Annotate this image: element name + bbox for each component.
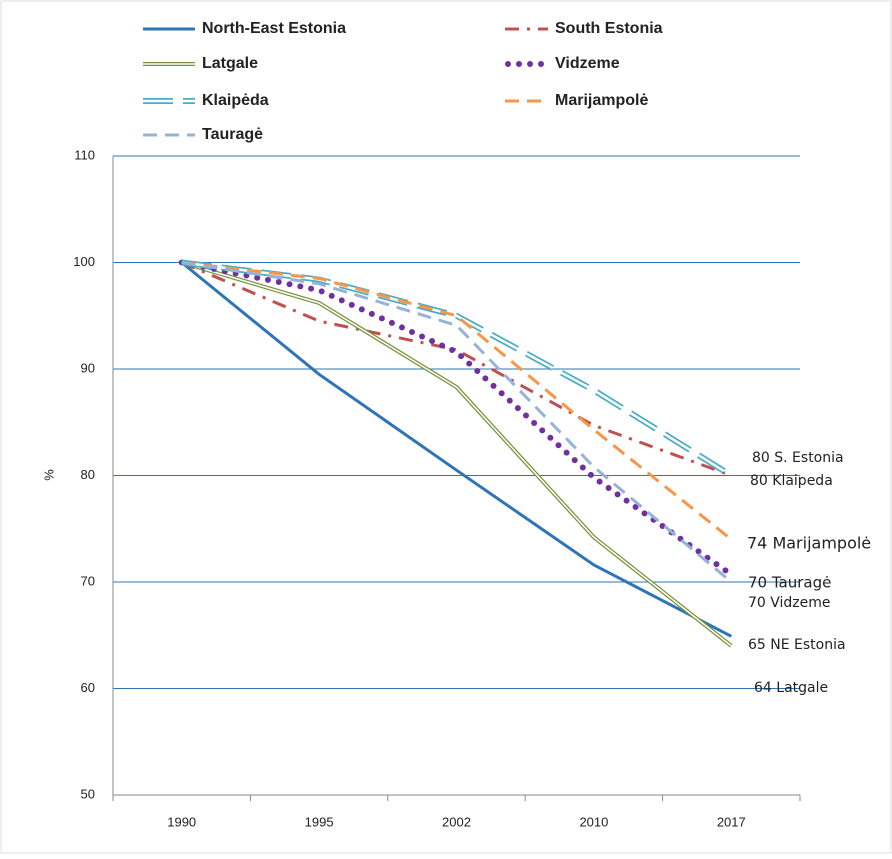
legend-label: Tauragė: [202, 126, 263, 143]
legend-label: Vidzeme: [555, 55, 620, 72]
legend-label: South Estonia: [555, 20, 663, 37]
end-label: 65 NE Estonia: [748, 637, 846, 653]
legend-label: Latgale: [202, 55, 258, 72]
legend-label: Marijampolė: [555, 92, 648, 109]
x-tick-label: 2010: [579, 814, 608, 829]
x-tick-label: 2017: [717, 814, 746, 829]
end-label: 80 Klaipeda: [750, 473, 833, 489]
series-line: [180, 261, 732, 638]
y-tick-label: 110: [74, 147, 95, 162]
series-line: [181, 261, 732, 477]
y-tick-label: 50: [81, 786, 95, 801]
y-tick-label: 80: [81, 467, 95, 482]
y-tick-label: 90: [81, 360, 95, 375]
end-label: 70 Vidzeme: [748, 595, 831, 611]
y-tick-label: 100: [73, 254, 95, 269]
end-label: 64 Latgale: [754, 680, 828, 696]
x-tick-label: 1995: [305, 814, 334, 829]
legend-label: Klaipėda: [202, 92, 269, 109]
y-tick-label: 60: [81, 680, 95, 695]
end-label: 80 S. Estonia: [752, 450, 844, 466]
x-tick-label: 1990: [167, 814, 196, 829]
series-line: [181, 261, 733, 541]
y-tick-label: 70: [81, 573, 95, 588]
end-label: 74 Marijampolė: [747, 534, 871, 553]
series-line: [181, 261, 733, 584]
end-label: 70 Tauragė: [748, 574, 831, 592]
legend-label: North-East Estonia: [202, 20, 346, 37]
series-line-inner: [181, 261, 732, 647]
x-tick-label: 2002: [442, 814, 471, 829]
y-axis-label: %: [41, 469, 56, 481]
